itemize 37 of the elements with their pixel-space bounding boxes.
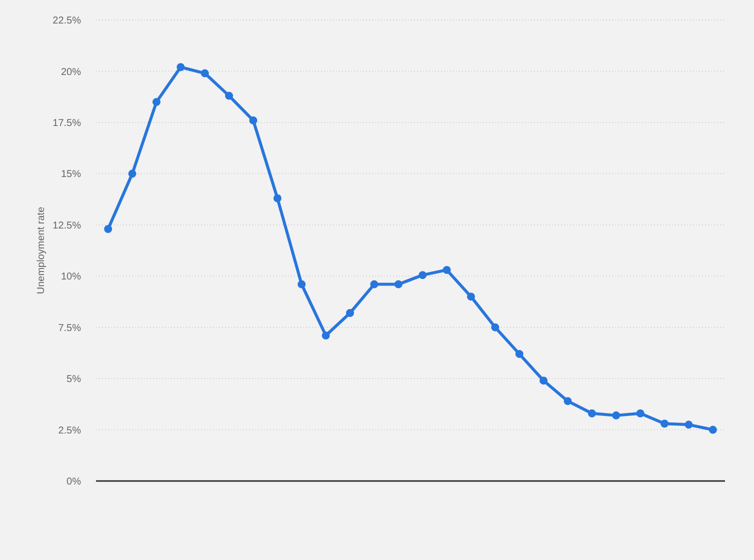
y-tick-label: 20% (60, 66, 82, 78)
point (708, 426, 717, 434)
y-tick-label: 12.5% (52, 220, 82, 232)
y-tick-label: 15% (60, 169, 82, 180)
point (394, 280, 402, 288)
point (418, 271, 427, 280)
point (564, 397, 572, 406)
y-axis-title: Unemployment rate (36, 206, 46, 294)
point (346, 308, 354, 317)
point (225, 92, 234, 100)
point (370, 280, 378, 288)
point (612, 411, 620, 420)
point (176, 63, 185, 72)
point (249, 116, 258, 124)
point (104, 224, 112, 233)
point (466, 292, 475, 301)
point (128, 170, 136, 178)
point (684, 420, 693, 429)
y-tick-label: 10% (60, 272, 82, 283)
point (588, 409, 596, 418)
point (322, 332, 330, 340)
point (442, 266, 451, 274)
y-tick-label: 17.5% (52, 118, 82, 129)
point (273, 194, 282, 202)
point (540, 376, 548, 385)
point (491, 323, 500, 332)
y-tick-label: 2.5% (58, 425, 82, 436)
point (660, 420, 669, 428)
point (200, 69, 209, 78)
point (298, 280, 306, 288)
point (152, 98, 160, 106)
point (515, 350, 524, 358)
point (636, 409, 644, 418)
y-tick-label: 22.5% (52, 16, 82, 27)
y-tick-label: 0% (66, 476, 82, 488)
y-tick-label: 5% (66, 374, 82, 386)
y-tick-label: 7.5% (58, 322, 82, 334)
